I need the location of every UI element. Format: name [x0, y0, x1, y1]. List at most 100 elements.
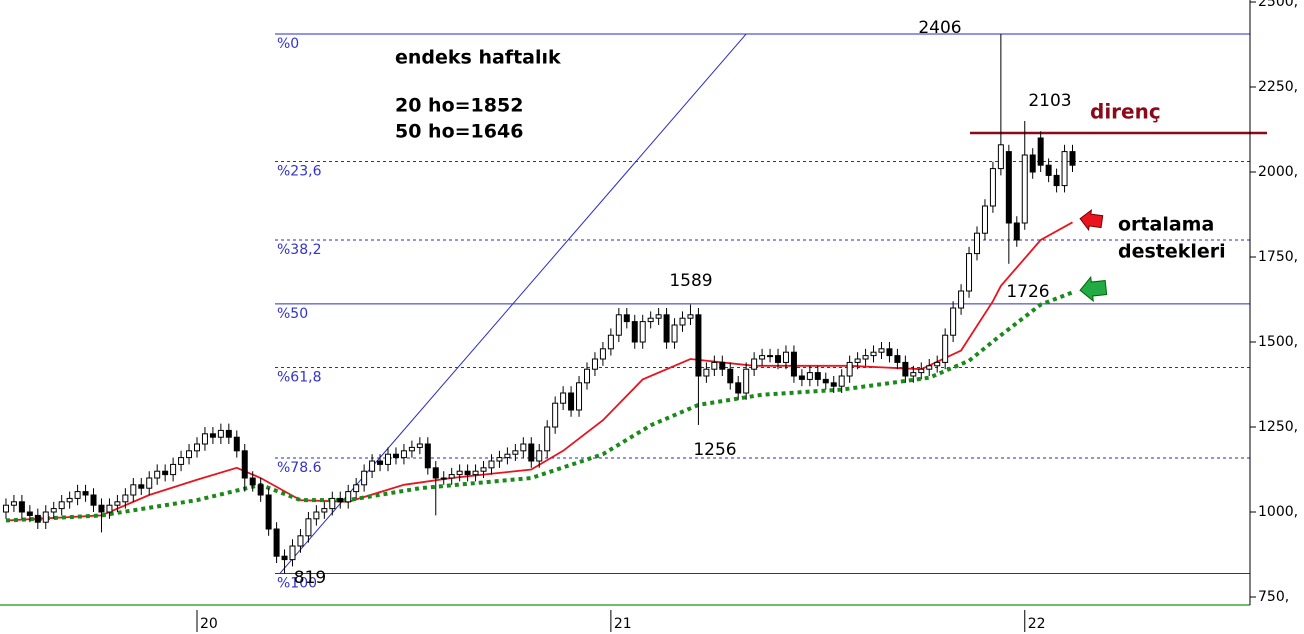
y-tick-label: 2000,	[1258, 164, 1298, 180]
candle-body	[942, 334, 949, 363]
candle-body	[1029, 154, 1036, 173]
trendline	[279, 33, 747, 574]
candle-body	[759, 355, 766, 360]
candle-body	[846, 361, 853, 377]
candle-body	[114, 501, 121, 506]
candle-body	[281, 555, 288, 561]
candle-body	[321, 508, 328, 513]
candle-body	[456, 470, 463, 476]
candle-body	[568, 392, 575, 411]
candle-body	[822, 378, 829, 384]
candle-body	[973, 232, 980, 255]
note: 50 ho=1646	[395, 121, 523, 143]
fib-label: %23,6	[277, 163, 322, 179]
candle-body	[775, 355, 782, 363]
candle-body	[170, 463, 177, 476]
fib-label: %100	[277, 576, 317, 592]
candle-body	[146, 477, 153, 489]
moving-average	[5, 221, 1073, 522]
candle-layer	[2, 33, 1076, 574]
candle-body	[854, 358, 861, 363]
candle-body	[703, 368, 710, 377]
candle-body	[408, 446, 415, 452]
candle-body	[1013, 222, 1020, 241]
callout: ortalama	[1118, 214, 1214, 236]
candle-body	[186, 450, 193, 459]
candle-body	[552, 402, 559, 428]
y-tick-label: 2500,	[1258, 0, 1298, 10]
fib-label: %38,2	[277, 242, 321, 258]
candle-body	[193, 443, 200, 452]
candle-body	[989, 168, 996, 207]
ma-layer	[5, 221, 1074, 523]
candle-body	[1045, 164, 1052, 176]
candle-body	[894, 355, 901, 363]
candle-body	[814, 372, 821, 380]
candle-body	[178, 457, 185, 465]
candle-body	[790, 351, 797, 377]
y-tick-label: 750,	[1258, 589, 1289, 605]
candle-body	[241, 450, 248, 479]
candle-body	[512, 450, 519, 455]
candle-body	[98, 504, 105, 513]
price-label: 819	[294, 568, 326, 588]
candle-body	[377, 460, 384, 465]
candle-body	[615, 314, 622, 336]
candle-body	[1005, 151, 1012, 224]
candle-body	[583, 368, 590, 384]
x-tick-label: 20	[200, 616, 218, 632]
candle-body	[217, 429, 224, 438]
candle-body	[910, 372, 917, 377]
candle-body	[34, 514, 41, 523]
candle-body	[1061, 151, 1068, 187]
price-label: 2103	[1028, 91, 1071, 111]
candle-body	[647, 317, 654, 323]
candle-body	[130, 484, 137, 496]
fib-layer: %0 %23,6 %38,2 %50 %61,8 %78.6 %100	[275, 33, 1267, 592]
y-tick-label: 1250,	[1258, 419, 1298, 435]
candle-body	[305, 518, 312, 537]
price-label: 1256	[693, 440, 736, 460]
candle-body	[926, 365, 933, 370]
candle-body	[162, 470, 169, 476]
note: 20 ho=1852	[395, 95, 523, 117]
candle-body	[751, 358, 758, 370]
note: endeks haftalık	[395, 47, 561, 69]
x-tick-label: 21	[614, 616, 632, 632]
candle-body	[297, 535, 304, 547]
candle-body	[42, 511, 49, 523]
candle-body	[440, 477, 447, 480]
candle-body	[830, 382, 837, 387]
candle-body	[90, 494, 97, 506]
candle-body	[2, 504, 9, 513]
candle-body	[249, 477, 256, 486]
candle-body	[66, 497, 73, 503]
fib-label: %0	[277, 36, 299, 52]
candle-body	[838, 375, 845, 387]
candle-body	[18, 501, 25, 513]
candle-body	[878, 348, 885, 353]
candle-body	[472, 470, 479, 476]
price-label: 2406	[918, 18, 961, 38]
candle-body	[273, 528, 280, 557]
callout: destekleri	[1118, 241, 1226, 263]
candle-body	[488, 460, 495, 469]
candle-body	[981, 205, 988, 234]
candle-body	[798, 375, 805, 380]
candle-body	[958, 290, 965, 309]
green-arrow	[1079, 275, 1108, 303]
candle-body	[424, 443, 431, 469]
candle-body	[385, 453, 392, 465]
candle-body	[806, 372, 813, 380]
candle-body	[154, 470, 161, 479]
text-layer: 750, 1000, 1250, 1500, 1750, 2000, 2250, 2500, 2…	[196, 0, 1298, 632]
candle-body	[233, 436, 240, 452]
candle-body	[10, 501, 17, 506]
candle-body	[480, 467, 487, 472]
candle-body	[631, 321, 638, 343]
candle-body	[392, 453, 399, 459]
x-tick-label: 22	[1028, 616, 1046, 632]
fib-label: %50	[277, 306, 308, 322]
candle-body	[1069, 151, 1076, 166]
